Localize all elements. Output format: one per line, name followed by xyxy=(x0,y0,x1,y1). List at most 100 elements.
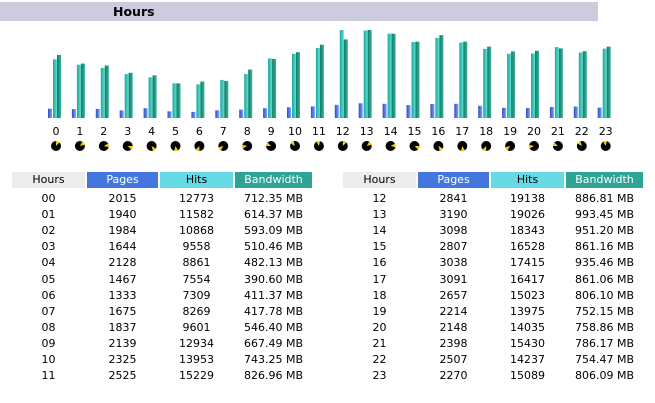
cell-pages: 2015 xyxy=(108,192,137,205)
bar-bandwidth xyxy=(511,51,516,118)
x-tick-label: 8 xyxy=(244,125,251,138)
bar-pages xyxy=(191,111,196,118)
col-header-hours: Hours xyxy=(343,172,416,188)
cell-hours: 12 xyxy=(372,192,387,205)
cell-bandwidth: 951.20 MB xyxy=(574,224,635,238)
bar-hits xyxy=(196,84,201,118)
bar-bandwidth xyxy=(319,44,324,119)
col-header-pages: Pages xyxy=(87,172,158,188)
cell-bandwidth: 593.09 MB xyxy=(243,224,304,238)
cell-hours: 10 xyxy=(41,353,56,366)
bar-pages xyxy=(334,104,339,118)
cell-bandwidth: 861.16 MB xyxy=(574,240,635,254)
cell-hits: 16528 xyxy=(510,240,545,254)
bar-bandwidth xyxy=(176,83,181,118)
cell-pages: 2657 xyxy=(439,288,468,302)
col-header-pages: Pages xyxy=(418,172,489,188)
bar-hits xyxy=(124,74,129,118)
x-tick-label: 9 xyxy=(268,125,275,138)
cell-hours: 18 xyxy=(372,288,387,302)
bar-bandwidth xyxy=(463,41,468,119)
cell-hits: 13953 xyxy=(179,353,214,366)
cell-hits: 12773 xyxy=(179,192,214,205)
cell-hits: 12934 xyxy=(179,336,214,350)
clock-icon xyxy=(218,141,229,151)
cell-hits: 14237 xyxy=(510,353,545,366)
x-tick-label: 18 xyxy=(479,125,493,138)
clock-icon xyxy=(457,141,468,151)
cell-hits: 15023 xyxy=(510,288,545,302)
bar-bandwidth xyxy=(272,58,277,118)
col-header-hits: Hits xyxy=(491,172,564,188)
cell-bandwidth: 417.78 MB xyxy=(243,304,304,318)
cell-hours: 03 xyxy=(41,240,56,254)
x-tick-label: 0 xyxy=(53,125,60,138)
clock-icon xyxy=(266,141,277,151)
bar-bandwidth xyxy=(200,81,205,118)
cell-hits: 14035 xyxy=(510,320,545,334)
cell-hours: 20 xyxy=(372,320,387,334)
cell-hours: 01 xyxy=(41,208,56,222)
clock-icon xyxy=(170,141,181,151)
cell-hits: 8861 xyxy=(182,256,211,270)
cell-bandwidth: 411.37 MB xyxy=(243,288,304,302)
cell-hits: 7309 xyxy=(182,288,211,302)
bar-pages xyxy=(406,105,411,118)
bar-bandwidth xyxy=(487,46,492,118)
x-tick-label: 2 xyxy=(100,125,107,138)
bar-hits xyxy=(578,52,583,118)
bar-pages xyxy=(48,108,52,118)
clock-icon xyxy=(313,141,324,151)
cell-hours: 23 xyxy=(372,369,387,383)
x-tick-label: 15 xyxy=(408,125,422,138)
cell-bandwidth: 806.10 MB xyxy=(574,288,635,302)
cell-bandwidth: 993.45 MB xyxy=(574,208,635,222)
col-header-hours: Hours xyxy=(12,172,85,188)
cell-hits: 8269 xyxy=(182,304,211,318)
cell-hours: 16 xyxy=(372,256,387,270)
x-tick-label: 1 xyxy=(76,125,83,138)
bar-hits xyxy=(602,48,607,118)
cell-hours: 05 xyxy=(41,272,56,286)
bar-bandwidth xyxy=(128,72,133,118)
cell-pages: 2270 xyxy=(439,369,468,383)
clock-icon xyxy=(385,141,396,151)
x-tick-label: 10 xyxy=(288,125,302,138)
clock-icon xyxy=(51,141,61,151)
bar-hits xyxy=(507,53,512,119)
cell-hours: 04 xyxy=(41,256,56,270)
cell-bandwidth: 712.35 MB xyxy=(243,192,304,205)
cell-hits: 18343 xyxy=(510,224,545,238)
cell-hours: 22 xyxy=(372,353,387,366)
hours-bar-chart: 0 1 2 3 4 5 6 7 8 9 10 11 12 13 14 15 16 17 18 19 20 21 22 23 xyxy=(48,30,613,152)
clock-icon xyxy=(290,141,300,151)
cell-pages: 3098 xyxy=(439,224,468,238)
cell-hours: 13 xyxy=(372,208,387,222)
bar-hits xyxy=(315,48,320,118)
cell-hits: 10868 xyxy=(179,224,214,238)
cell-pages: 2128 xyxy=(108,256,137,270)
bar-hits xyxy=(531,53,535,118)
clock-icon xyxy=(481,141,492,151)
bar-bandwidth xyxy=(57,54,61,118)
bar-hits xyxy=(148,77,153,118)
cell-hours: 09 xyxy=(41,336,56,350)
cell-hits: 15430 xyxy=(510,336,545,350)
cell-pages: 1984 xyxy=(108,224,137,238)
cell-hours: 07 xyxy=(41,304,56,318)
cell-bandwidth: 667.49 MB xyxy=(243,336,304,350)
clock-icon xyxy=(600,141,611,151)
bar-pages xyxy=(526,108,530,118)
col-header-bandwidth: Bandwidth xyxy=(235,172,312,188)
clock-icon xyxy=(337,140,348,151)
clock-icon xyxy=(146,141,157,151)
cell-hours: 00 xyxy=(41,192,56,205)
cell-bandwidth: 752.15 MB xyxy=(574,304,635,318)
x-tick-label: 21 xyxy=(551,125,565,138)
bar-bandwidth xyxy=(104,65,109,118)
cell-hours: 08 xyxy=(41,320,56,334)
cell-bandwidth: 546.40 MB xyxy=(243,320,304,334)
bar-hits xyxy=(339,30,344,118)
bar-hits xyxy=(363,30,368,118)
cell-bandwidth: 786.17 MB xyxy=(574,336,635,350)
